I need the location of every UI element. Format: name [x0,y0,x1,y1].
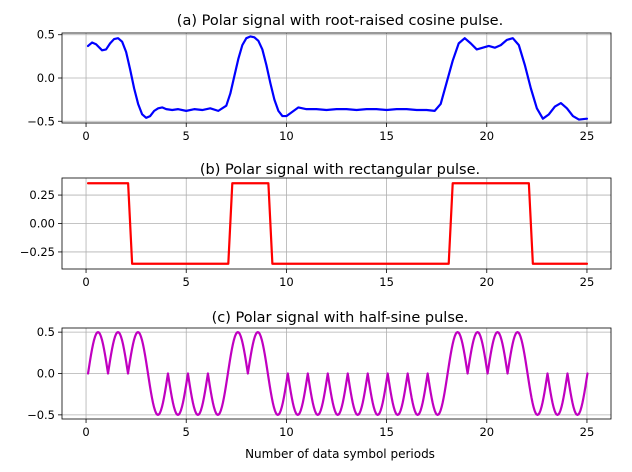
y-tick-label-b: −0.25 [20,245,55,259]
x-tick-label-b: 15 [379,275,394,289]
y-tick-label-a: −0.5 [27,114,55,128]
x-tick-label-c: 15 [379,425,394,439]
x-tick-label-b: 5 [183,275,190,289]
x-tick-label-a: 15 [379,129,394,143]
series-line-a [86,35,589,121]
x-tick-label-b: 0 [82,275,89,289]
x-tick-label-a: 25 [580,129,595,143]
y-tick-label-c: 0.0 [37,367,55,381]
x-axis-label-c: Number of data symbol periods [245,447,435,461]
y-tick-label-c: 0.5 [37,325,55,339]
y-tick-label-b: 0.25 [29,188,55,202]
chart-title-a: (a) Polar signal with root-raised cosine… [177,13,503,29]
series-line-b [86,182,589,265]
x-tick-label-c: 0 [82,425,89,439]
x-tick-label-b: 10 [279,275,294,289]
chart-title-c: (c) Polar signal with half-sine pulse. [212,310,469,326]
chart-title-b: (b) Polar signal with rectangular pulse. [200,162,480,178]
y-tick-label-b: 0.00 [29,217,55,231]
y-tick-label-c: −0.5 [27,408,55,422]
x-tick-label-a: 20 [479,129,494,143]
x-tick-label-b: 20 [479,275,494,289]
panel-a: (a) Polar signal with root-raised cosine… [27,13,612,143]
x-tick-label-c: 25 [580,425,595,439]
x-tick-label-a: 5 [183,129,190,143]
series-line-c [86,331,589,416]
x-tick-label-a: 10 [279,129,294,143]
x-tick-label-a: 0 [82,129,89,143]
x-tick-label-b: 25 [580,275,595,289]
y-tick-label-a: 0.5 [37,28,55,42]
panel-c: (c) Polar signal with half-sine pulse. 0… [27,310,612,461]
x-tick-label-c: 5 [183,425,190,439]
x-tick-label-c: 10 [279,425,294,439]
y-tick-label-a: 0.0 [37,71,55,85]
x-tick-label-c: 20 [479,425,494,439]
panel-b: (b) Polar signal with rectangular pulse.… [20,162,612,289]
